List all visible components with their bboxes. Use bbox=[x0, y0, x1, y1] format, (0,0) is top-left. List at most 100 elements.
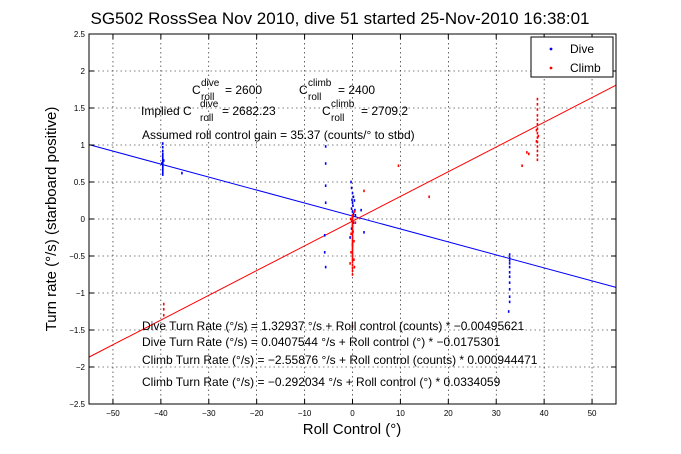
data-point-dive bbox=[352, 212, 355, 216]
implied-climb-value: = 2709.2 bbox=[361, 104, 408, 118]
data-point-climb bbox=[363, 189, 365, 193]
data-point-climb bbox=[521, 164, 523, 168]
data-point-dive bbox=[161, 159, 164, 163]
data-point-climb bbox=[350, 251, 352, 254]
data-point-climb bbox=[351, 225, 354, 228]
fit-annotation-1: Dive Turn Rate (°/s) = 1.32937 °/s + Rol… bbox=[142, 319, 524, 333]
fit-annotation-4: Climb Turn Rate (°/s) = −0.292034 °/s + … bbox=[142, 375, 501, 389]
data-point-dive bbox=[351, 198, 353, 202]
data-point-climb bbox=[350, 232, 352, 236]
data-point-climb bbox=[349, 217, 352, 221]
data-point-climb bbox=[353, 239, 355, 243]
data-point-climb bbox=[351, 220, 354, 224]
data-point-climb bbox=[354, 221, 357, 224]
data-point-dive bbox=[508, 262, 511, 265]
y-tick-label: 0 bbox=[81, 215, 86, 224]
data-point-climb bbox=[428, 195, 430, 199]
legend-box bbox=[530, 36, 614, 78]
data-point-dive bbox=[508, 275, 511, 279]
data-point-dive bbox=[350, 227, 353, 230]
data-point-dive bbox=[162, 159, 165, 162]
implied-climb-sub: roll bbox=[331, 113, 344, 124]
data-point-dive bbox=[350, 207, 353, 210]
data-point-dive bbox=[351, 210, 354, 213]
data-point-dive bbox=[324, 162, 327, 165]
data-point-dive bbox=[351, 191, 354, 195]
legend-climb-marker bbox=[549, 66, 553, 70]
data-point-dive bbox=[354, 214, 357, 217]
data-point-climb bbox=[351, 233, 354, 237]
data-point-climb bbox=[536, 154, 539, 157]
legend-climb-label: Climb bbox=[570, 61, 601, 75]
y-tick-label: −2 bbox=[76, 363, 86, 372]
data-point-dive bbox=[323, 233, 326, 237]
data-point-climb bbox=[536, 114, 539, 117]
data-point-climb bbox=[353, 210, 356, 213]
c-climb-sup: climb bbox=[308, 78, 332, 89]
data-point-climb bbox=[351, 258, 354, 261]
x-axis-label: Roll Control (°) bbox=[303, 421, 402, 438]
axis-ticks: −50 −40 −30 −20 −10 0 10 20 30 40 50−2.5−2−1.5−1−0… bbox=[69, 30, 616, 418]
data-point-dive bbox=[161, 165, 164, 169]
data-point-dive bbox=[161, 173, 164, 176]
data-point-dive bbox=[508, 256, 511, 259]
data-point-dive bbox=[349, 236, 351, 239]
data-point-climb bbox=[536, 108, 539, 111]
c-climb-sub: roll bbox=[308, 92, 321, 103]
data-point-climb bbox=[351, 236, 354, 239]
data-point-climb bbox=[351, 247, 354, 250]
data-point-climb bbox=[162, 302, 165, 306]
data-point-dive bbox=[508, 281, 511, 284]
data-point-dive bbox=[324, 145, 327, 148]
data-point-climb bbox=[397, 164, 400, 168]
data-point-climb bbox=[536, 149, 539, 153]
data-point-climb bbox=[351, 216, 354, 219]
data-point-dive bbox=[508, 265, 511, 269]
chart-title: SG502 RossSea Nov 2010, dive 51 started … bbox=[91, 9, 590, 28]
data-point-climb bbox=[351, 240, 354, 244]
data-point-climb bbox=[353, 258, 355, 261]
fit-annotation-2: Dive Turn Rate (°/s) = 0.0407544 °/s + R… bbox=[142, 335, 501, 349]
data-point-dive bbox=[508, 253, 511, 256]
data-point-climb bbox=[351, 266, 354, 270]
implied-dive-sup: dive bbox=[200, 99, 219, 110]
data-point-dive bbox=[324, 184, 327, 187]
grid bbox=[89, 34, 616, 404]
x-tick-label: −50 bbox=[106, 409, 120, 418]
legend: Dive Climb bbox=[530, 36, 614, 78]
implied-label: Implied C bbox=[141, 104, 192, 118]
data-point-climb bbox=[351, 325, 354, 328]
data-point-dive bbox=[324, 201, 327, 205]
data-point-climb bbox=[536, 97, 539, 101]
data-point-climb bbox=[351, 253, 354, 257]
data-point-dive bbox=[161, 145, 164, 149]
data-point-climb bbox=[535, 128, 538, 132]
data-point-dive bbox=[161, 162, 164, 166]
x-tick-label: 20 bbox=[444, 409, 453, 418]
data-point-climb bbox=[536, 118, 539, 122]
x-tick-label: 30 bbox=[492, 409, 501, 418]
y-tick-label: 2 bbox=[81, 67, 86, 76]
data-point-climb bbox=[162, 307, 165, 311]
data-point-dive bbox=[161, 154, 164, 158]
data-point-dive bbox=[161, 152, 164, 156]
data-point-climb bbox=[353, 265, 356, 269]
data-point-climb bbox=[536, 103, 539, 106]
data-point-dive bbox=[161, 167, 164, 170]
data-point-climb bbox=[351, 238, 354, 242]
fit-annotation-3: Climb Turn Rate (°/s) = −2.55876 °/s + R… bbox=[142, 353, 538, 367]
data-point-dive bbox=[508, 270, 511, 274]
data-point-dive bbox=[323, 251, 326, 254]
c-climb-value: = 2400 bbox=[338, 83, 375, 97]
legend-dive-label: Dive bbox=[570, 42, 594, 56]
data-point-dive bbox=[350, 186, 353, 190]
y-tick-label: −0.5 bbox=[69, 252, 85, 261]
data-point-dive bbox=[354, 208, 356, 212]
data-point-climb bbox=[351, 251, 354, 255]
data-point-climb bbox=[537, 134, 540, 138]
data-point-climb bbox=[536, 127, 539, 131]
x-tick-label: −10 bbox=[298, 409, 312, 418]
implied-climb-sup: climb bbox=[331, 99, 355, 110]
data-point-climb bbox=[526, 151, 528, 154]
